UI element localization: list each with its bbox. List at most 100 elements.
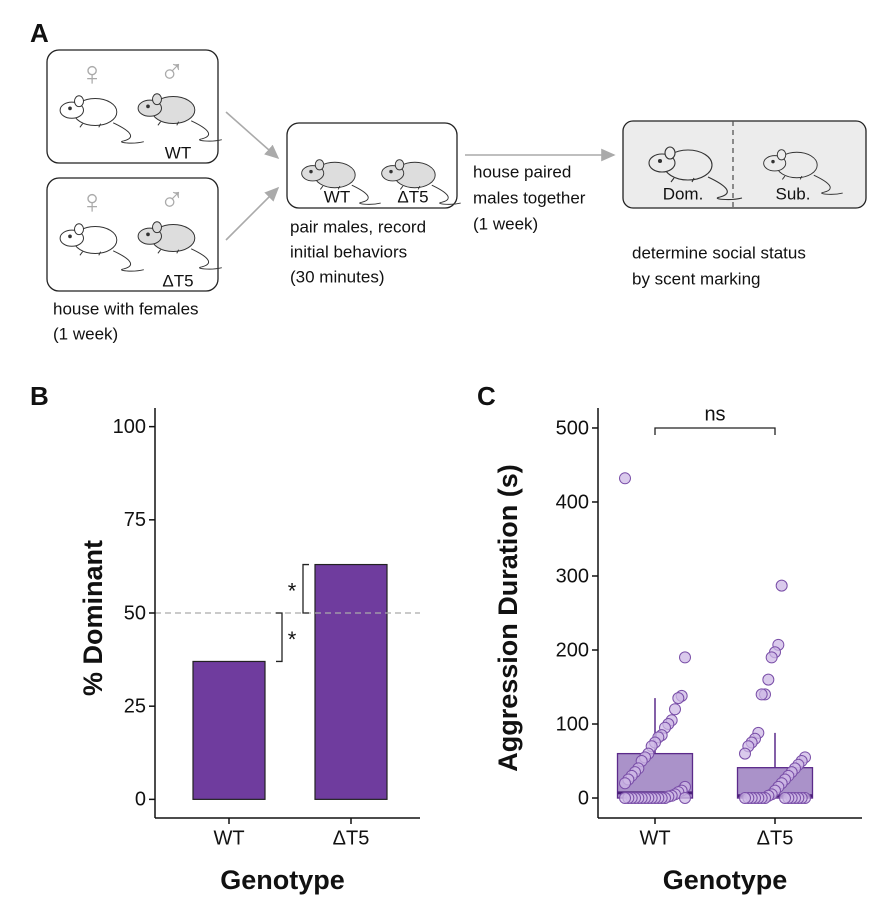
mouse-ear xyxy=(152,93,162,106)
data-point xyxy=(739,792,751,805)
data-point xyxy=(619,472,631,485)
caption: house with females xyxy=(53,299,199,318)
y-axis-title: % Dominant xyxy=(78,540,108,696)
mouse-feet xyxy=(670,177,695,183)
mouse-icon xyxy=(648,146,743,201)
mouse-tail xyxy=(190,248,222,270)
mouse-tail xyxy=(351,184,381,205)
mouse-eye xyxy=(771,159,775,164)
data-point xyxy=(679,792,691,805)
mouse-ear xyxy=(394,159,405,171)
genotype-label: WT xyxy=(165,143,191,162)
mouse-tail xyxy=(813,174,843,195)
x-tick-label: ΔT5 xyxy=(757,827,794,849)
caption: (30 minutes) xyxy=(290,267,384,286)
panel-label: C xyxy=(477,381,496,411)
mouse-tail xyxy=(707,176,743,201)
mouse-tail xyxy=(112,250,144,272)
arrows xyxy=(225,111,616,241)
housing-box xyxy=(46,177,219,292)
mouse-eye xyxy=(68,106,72,111)
panel-label: A xyxy=(30,18,49,48)
mouse-eye xyxy=(389,169,393,174)
male-symbol: ♂ xyxy=(159,181,185,219)
mouse-feet xyxy=(157,121,180,126)
female-symbol: ♀ xyxy=(79,55,105,93)
genotype-label: ΔT5 xyxy=(397,187,428,206)
mouse-ear xyxy=(664,146,676,160)
data-point xyxy=(619,792,631,805)
data-point xyxy=(679,651,691,664)
panel-label: B xyxy=(30,381,49,411)
y-tick-label: 200 xyxy=(556,639,589,661)
mouse-ear xyxy=(776,149,787,161)
data-point xyxy=(672,692,685,705)
mouse-tail xyxy=(190,120,222,142)
y-tick-label: 0 xyxy=(135,789,146,811)
mouse-feet xyxy=(319,185,341,190)
arrow xyxy=(225,186,280,241)
mouse-icon xyxy=(59,223,144,272)
mouse-feet xyxy=(79,251,102,256)
status-label: Dom. xyxy=(663,184,704,203)
bar xyxy=(192,660,266,800)
significance-bracket xyxy=(302,563,309,614)
x-tick-label: WT xyxy=(639,827,670,849)
mouse-feet xyxy=(781,175,803,180)
mouse-ear xyxy=(314,159,325,171)
y-axis-title: Aggression Duration (s) xyxy=(493,464,523,772)
mouse-feet xyxy=(399,185,421,190)
mouse-eye xyxy=(68,234,72,239)
mouse-icon xyxy=(763,149,843,195)
x-tick-label: ΔT5 xyxy=(333,827,370,849)
comparison-bracket xyxy=(654,427,776,435)
y-tick-label: 75 xyxy=(124,509,146,531)
caption: pair males, record xyxy=(290,217,426,236)
data-point xyxy=(619,777,631,790)
mouse-tail xyxy=(112,122,144,144)
mouse-eye xyxy=(146,232,150,237)
y-tick-label: 300 xyxy=(556,565,589,587)
significance-bracket xyxy=(276,612,283,663)
housing-box xyxy=(46,49,219,164)
caption: by scent marking xyxy=(632,269,761,288)
y-tick-label: 500 xyxy=(556,417,589,439)
mouse-icon xyxy=(137,221,222,270)
y-tick-label: 25 xyxy=(124,695,146,717)
mouse-feet xyxy=(157,249,180,254)
diagram-boxes xyxy=(46,49,867,292)
genotype-label: ΔT5 xyxy=(162,271,193,290)
arrow xyxy=(225,111,280,160)
mouse-icon xyxy=(137,93,222,142)
mouse-icon xyxy=(59,95,144,144)
x-axis-title: Genotype xyxy=(663,865,788,895)
mouse-tail xyxy=(431,184,461,205)
data-point xyxy=(765,651,778,664)
mouse-icon xyxy=(381,159,461,205)
x-tick-label: WT xyxy=(213,827,244,849)
mouse-eye xyxy=(309,169,313,174)
status-label: Sub. xyxy=(776,184,811,203)
comparison-label: ns xyxy=(704,403,725,425)
mouse-icon xyxy=(301,159,381,205)
data-point xyxy=(669,703,681,716)
significance-label: * xyxy=(288,579,297,604)
male-symbol: ♂ xyxy=(159,53,185,91)
data-point xyxy=(779,792,791,805)
x-axis-title: Genotype xyxy=(220,865,345,895)
mouse-eye xyxy=(146,104,150,109)
y-tick-label: 100 xyxy=(556,713,589,735)
y-tick-label: 50 xyxy=(124,602,146,624)
data-point xyxy=(775,579,788,592)
significance-label: * xyxy=(288,627,297,652)
y-tick-label: 100 xyxy=(113,416,146,438)
mouse-ear xyxy=(74,223,84,236)
mouse-ear xyxy=(152,221,162,234)
female-symbol: ♀ xyxy=(79,183,105,221)
data-point xyxy=(755,688,768,701)
data-point xyxy=(739,747,751,760)
caption: initial behaviors xyxy=(290,242,407,261)
caption: (1 week) xyxy=(473,214,538,233)
status-box xyxy=(622,120,867,209)
